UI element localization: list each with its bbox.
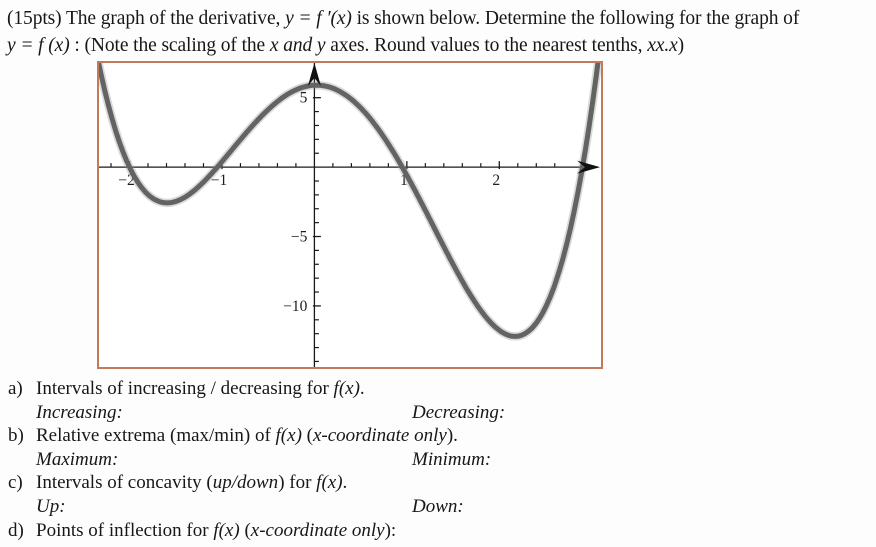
problem-statement: (15pts) The graph of the derivative, y =… [7,5,873,59]
problem-statement-line-1: (15pts) The graph of the derivative, y =… [7,5,873,32]
up-label: Up: [36,496,66,517]
problem-statement-line-2: y = f (x) : (Note the scaling of the x a… [7,32,873,59]
plot-svg-mount: −2 −1 1 2 5 −5 −10 [99,63,601,367]
derivative-plot: −2 −1 1 2 5 −5 −10 [99,63,601,367]
question-a-text: Intervals of increasing / decreasing for… [36,378,365,399]
derivative-graph-frame: −2 −1 1 2 5 −5 −10 [97,61,603,369]
text-run: Increasing: [36,401,123,423]
text-run: . [342,472,348,494]
question-c-answers: Up: Down: [8,495,870,519]
question-c-label: c) [8,472,23,494]
text-run: f(x) [275,425,302,447]
text-run: Decreasing: [412,401,506,423]
increasing-label: Increasing: [36,402,123,423]
y-tick-label: −10 [283,298,307,315]
maximum-label: Maximum: [36,449,118,470]
text-run: f(x) [316,472,343,494]
text-run: (15pts) The graph of the derivative, [7,8,286,29]
text-run: Minimum: [412,448,492,470]
x-tick-label: −1 [211,172,228,189]
text-run: y = f ′(x) [285,8,352,29]
question-b-answers: Maximum: Minimum: [8,448,870,472]
text-run: ( [301,425,313,447]
text-run: x and y [269,35,326,57]
text-run: ) for [278,472,317,494]
text-run: f(x) [333,378,360,399]
text-run: f(x) [213,519,240,541]
question-a-label: a) [8,378,23,399]
minimum-label: Minimum: [412,448,491,472]
text-run: ) [677,35,685,57]
text-run: x-coordinate only [250,519,385,541]
derivative-curve [99,63,601,339]
y-tick-label: 5 [300,90,308,107]
text-run: up/down [212,472,279,494]
text-run: xx.x [647,35,678,57]
question-a-answers: Increasing: Decreasing: [8,401,870,425]
text-run: ( [239,519,251,541]
question-a: a) Intervals of increasing / decreasing f… [8,377,870,401]
text-run: axes. Round values to the nearest tenths… [325,35,648,57]
question-c: c) Intervals of concavity (up/down) for f… [8,471,870,495]
decreasing-label: Decreasing: [412,401,505,425]
question-c-text: Intervals of concavity (up/down) for f(x… [36,472,347,493]
text-run: y = f (x) [7,35,70,57]
text-run: ). [446,425,458,447]
questions-list: a) Intervals of increasing / decreasing f… [8,377,870,542]
x-tick-label: −2 [118,172,135,189]
question-d-label: d) [8,519,24,541]
text-run: x-coordinate only [312,425,447,447]
text-run: . [359,378,365,399]
x-tick-label: 2 [492,172,500,189]
y-axis-arrow-icon [307,63,321,86]
text-run: is shown below. Determine the following … [351,8,800,29]
down-label: Down: [412,495,464,519]
question-b: b) Relative extrema (max/min) of f(x) (x-… [8,424,870,448]
question-b-label: b) [8,425,24,447]
text-run: ): [384,519,397,541]
text-run: Relative extrema (max/min) of [36,425,276,447]
question-b-text: Relative extrema (max/min) of f(x) (x-co… [36,425,458,446]
text-run: Intervals of increasing / decreasing for [36,378,334,399]
y-tick-label: −5 [291,229,308,246]
text-run: Maximum: [36,448,119,470]
text-run: Points of inflection for [36,519,214,541]
x-tick-label: 1 [400,172,408,189]
question-d: d) Points of inflection for f(x) (x-coord… [8,519,870,543]
x-axis-arrow-icon [577,160,600,174]
question-d-text: Points of inflection for f(x) (x-coordin… [36,520,396,541]
text-run: : (Note the scaling of the [69,35,270,57]
text-run: Up: [36,495,66,517]
text-run: Intervals of concavity ( [36,472,213,494]
text-run: Down: [412,495,464,517]
